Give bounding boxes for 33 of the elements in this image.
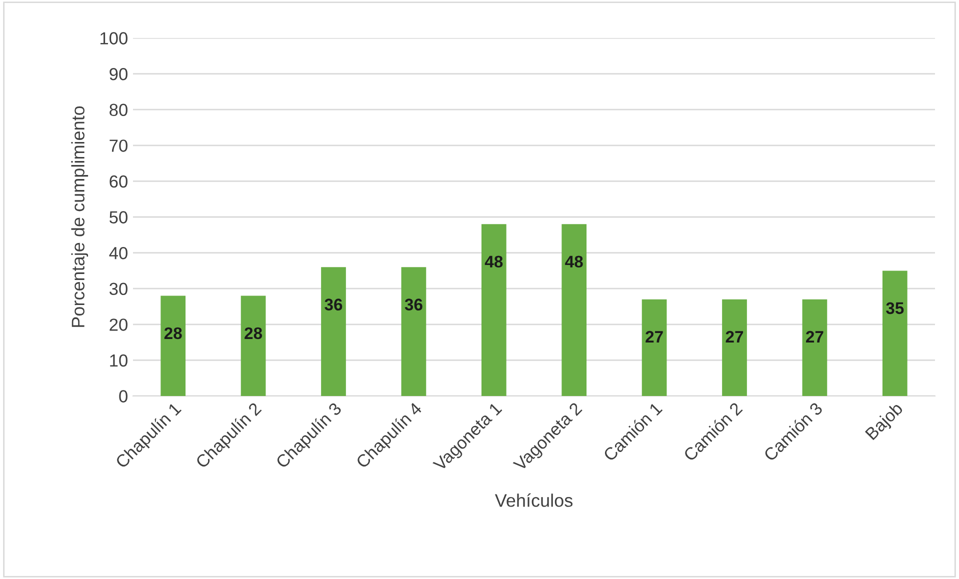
data-label: 28 <box>164 327 182 340</box>
data-label: 36 <box>324 298 342 311</box>
data-label: 48 <box>565 256 583 268</box>
y-tick-label: 80 <box>110 104 128 116</box>
y-tick-label: 90 <box>110 68 128 80</box>
data-label: 35 <box>886 302 904 314</box>
data-label: 28 <box>244 327 262 340</box>
y-tick-label: 20 <box>110 318 128 331</box>
bar <box>802 299 828 396</box>
y-tick-label: 0 <box>119 390 128 402</box>
bar <box>722 299 747 396</box>
bar <box>160 296 186 396</box>
bar <box>882 270 908 396</box>
y-tick-label: 50 <box>110 211 128 224</box>
bar <box>642 299 667 396</box>
bar <box>562 224 587 396</box>
data-label: 48 <box>484 256 503 268</box>
y-axis-title: Porcentaje de cumplimiento <box>71 106 88 327</box>
data-label: 36 <box>404 298 422 311</box>
data-label: 27 <box>646 330 663 343</box>
y-tick-label: 10 <box>110 354 128 367</box>
data-label: 27 <box>806 330 824 343</box>
y-tick-label: 100 <box>100 32 128 44</box>
bar <box>401 267 426 396</box>
y-tick-label: 70 <box>110 140 128 152</box>
y-tick-label: 40 <box>109 246 128 260</box>
y-tick-label: 30 <box>109 282 128 296</box>
bar <box>481 224 506 396</box>
bar <box>240 296 266 396</box>
x-axis-title: Vehículos <box>494 493 572 507</box>
y-tick-label: 60 <box>110 175 128 188</box>
data-label: 27 <box>726 330 744 343</box>
bar <box>321 267 346 396</box>
